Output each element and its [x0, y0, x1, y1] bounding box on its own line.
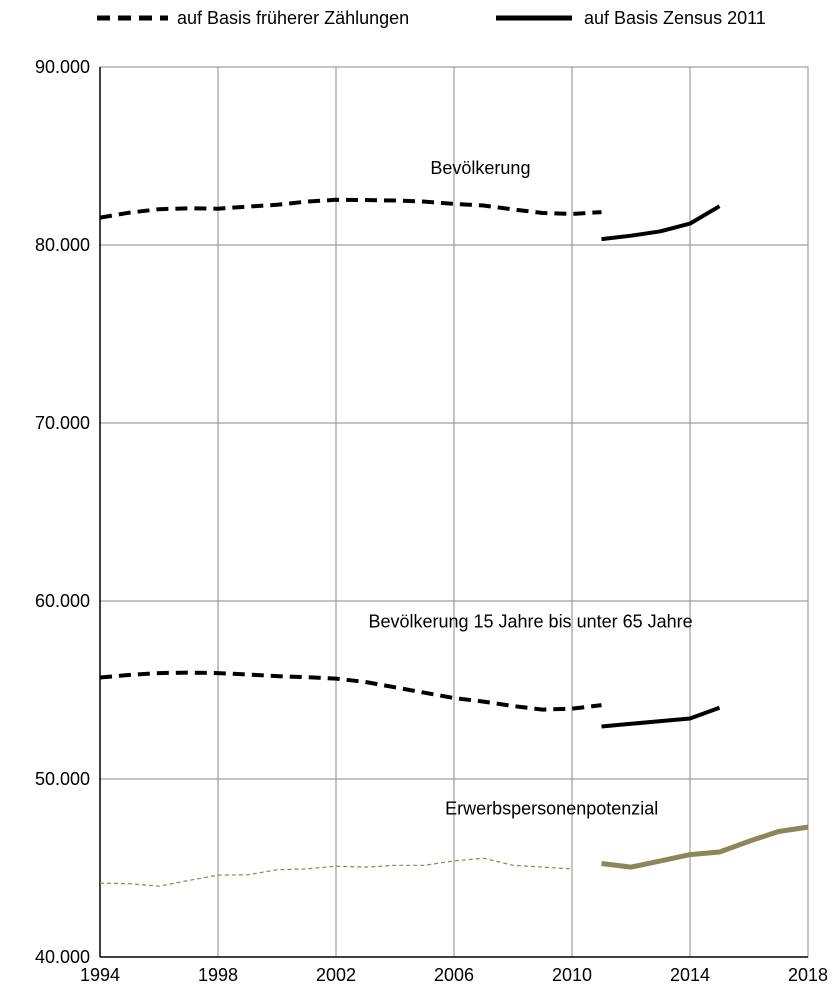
x-tick-label: 1994 — [80, 965, 120, 985]
legend-label-solid: auf Basis Zensus 2011 — [584, 8, 766, 28]
series-annotation: Bevölkerung 15 Jahre bis unter 65 Jahre — [368, 612, 692, 632]
annotations: Bevölkerung Bevölkerung 15 Jahre bis unte… — [368, 158, 692, 819]
series-line-2 — [99, 670, 602, 712]
grid-lines — [99, 66, 809, 958]
y-tick-label: 50.000 — [35, 769, 90, 789]
x-tick-label: 2018 — [788, 965, 828, 985]
y-tick-label: 80.000 — [35, 235, 90, 255]
series-line-5 — [601, 824, 809, 870]
x-tick-label: 2010 — [552, 965, 592, 985]
axes: 1994 1998 2002 2006 2010 2014 2018 40.000 50.000… — [35, 57, 828, 985]
series-line-1 — [601, 204, 721, 242]
x-tick-label: 2006 — [434, 965, 474, 985]
x-tick-label: 2002 — [316, 965, 356, 985]
y-tick-label: 70.000 — [35, 413, 90, 433]
legend-label-dashed: auf Basis früherer Zählungen — [177, 8, 409, 28]
series-line-4 — [99, 857, 573, 887]
series-annotation: Erwerbspersonenpotenzial — [445, 799, 658, 819]
series-annotation: Bevölkerung — [430, 158, 530, 178]
y-tick-label: 60.000 — [35, 591, 90, 611]
series-layer — [99, 197, 809, 887]
y-tick-label: 40.000 — [35, 947, 90, 967]
series-line-0 — [99, 197, 602, 220]
y-tick-label: 90.000 — [35, 57, 90, 77]
x-tick-label: 2014 — [670, 965, 710, 985]
series-line-3 — [601, 705, 721, 729]
chart-legend: auf Basis früherer Zählungen auf Basis Z… — [97, 8, 766, 28]
x-tick-label: 1998 — [198, 965, 238, 985]
